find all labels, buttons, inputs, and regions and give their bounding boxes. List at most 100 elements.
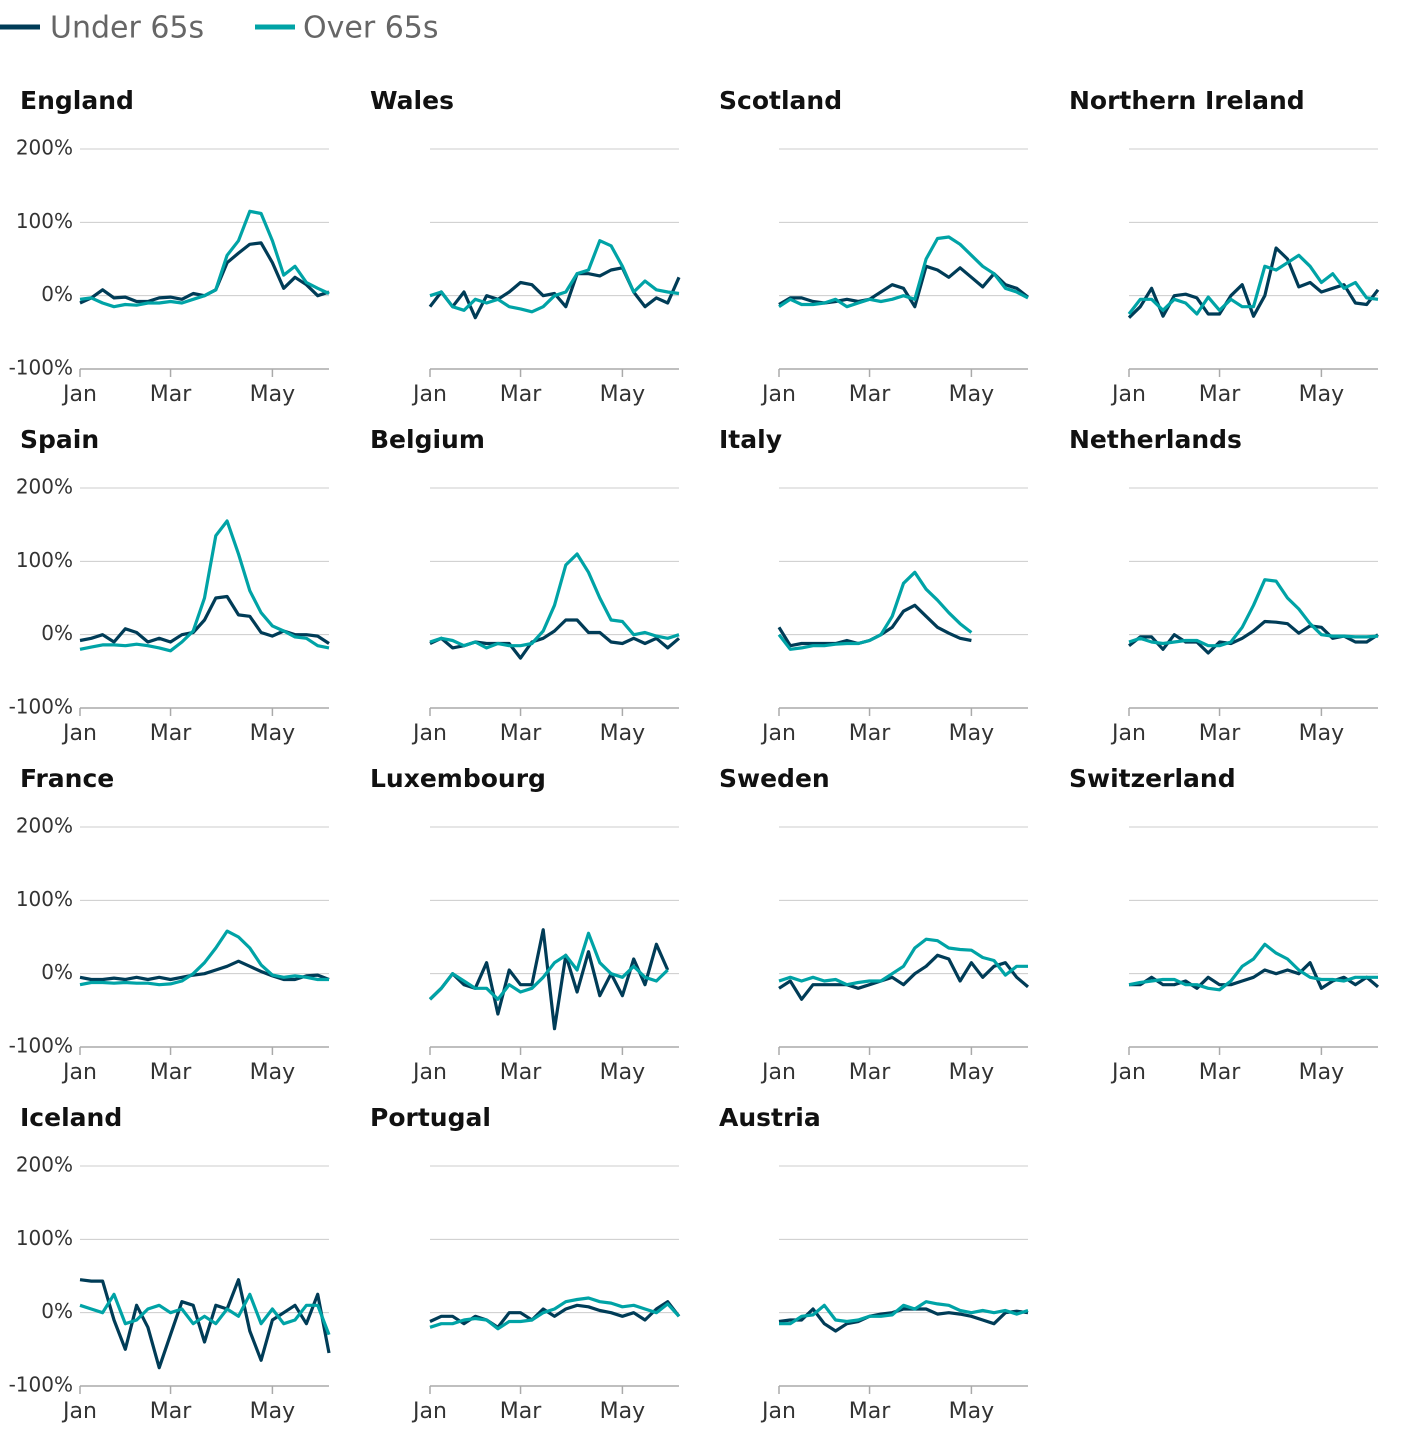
x-tick-label: Jan <box>1110 1060 1146 1085</box>
panel-title: Sweden <box>719 764 830 793</box>
panel-title: France <box>20 764 114 793</box>
x-tick-label: Mar <box>849 1399 891 1424</box>
series-line <box>1128 578 1379 648</box>
x-tick-label: Mar <box>150 1399 192 1424</box>
x-tick-label: May <box>600 721 645 746</box>
series-line <box>777 603 972 648</box>
x-tick-label: Mar <box>500 382 542 407</box>
y-tick-label: -100% <box>9 1373 73 1397</box>
series-line <box>1127 253 1379 316</box>
x-tick-label: Mar <box>849 721 891 746</box>
x-tick-label: May <box>949 382 994 407</box>
x-tick-label: Mar <box>150 382 192 407</box>
x-tick-label: Jan <box>61 382 97 407</box>
series-line <box>428 931 669 1001</box>
x-tick-label: Jan <box>411 382 447 407</box>
x-tick-label: Jan <box>411 1399 447 1424</box>
y-tick-label: 100% <box>16 548 73 572</box>
series-line <box>429 1296 681 1331</box>
y-tick-label: 0% <box>41 621 73 645</box>
series-line <box>429 1300 681 1329</box>
series-line <box>429 618 681 660</box>
series-line <box>1128 942 1378 992</box>
series-line <box>79 209 330 309</box>
x-tick-label: Jan <box>1110 721 1146 746</box>
panel-title: Wales <box>370 86 454 115</box>
x-tick-label: Jan <box>760 382 796 407</box>
y-tick-label: 100% <box>16 1226 73 1250</box>
series-line <box>778 235 1029 309</box>
panel-title: England <box>20 86 134 115</box>
x-tick-label: May <box>600 1060 645 1085</box>
x-tick-label: May <box>250 382 295 407</box>
x-tick-label: May <box>250 1399 295 1424</box>
x-tick-label: Mar <box>500 1399 542 1424</box>
x-tick-label: Jan <box>411 1060 447 1085</box>
panel-title: Northern Ireland <box>1069 86 1305 115</box>
series-line <box>79 1278 331 1370</box>
panel-title: Italy <box>719 425 782 454</box>
x-tick-label: May <box>949 721 994 746</box>
panel-title: Belgium <box>370 425 485 454</box>
series-line <box>429 239 680 314</box>
x-tick-label: May <box>949 1060 994 1085</box>
x-tick-label: Jan <box>760 721 796 746</box>
x-tick-label: Jan <box>411 721 447 746</box>
x-tick-label: May <box>600 1399 645 1424</box>
x-tick-label: Jan <box>61 721 97 746</box>
x-tick-label: May <box>1299 1060 1344 1085</box>
series-line <box>428 266 681 320</box>
y-tick-label: 200% <box>16 136 73 160</box>
x-tick-label: Mar <box>150 1060 192 1085</box>
panel-title: Austria <box>719 1103 821 1132</box>
y-tick-label: -100% <box>9 695 73 719</box>
y-tick-label: 100% <box>16 887 73 911</box>
x-tick-label: May <box>1299 721 1344 746</box>
y-tick-label: 200% <box>16 475 73 499</box>
series-line <box>778 1307 1029 1333</box>
x-tick-label: Jan <box>760 1399 796 1424</box>
legend-label: Under 65s <box>50 11 204 46</box>
x-tick-label: Jan <box>1110 382 1146 407</box>
series-line <box>429 552 680 650</box>
panel-title: Spain <box>20 425 99 454</box>
y-tick-label: 0% <box>41 960 73 984</box>
series-line <box>428 928 670 1031</box>
x-tick-label: May <box>600 382 645 407</box>
panel-title: Scotland <box>719 86 842 115</box>
x-tick-label: Mar <box>500 1060 542 1085</box>
panel-title: Portugal <box>370 1103 491 1132</box>
series-line <box>79 519 330 653</box>
y-tick-label: 0% <box>41 282 73 306</box>
series-line <box>79 1292 331 1336</box>
series-line <box>779 1300 1029 1326</box>
x-tick-label: Mar <box>1199 1060 1241 1085</box>
series-line <box>778 953 1030 1001</box>
x-tick-label: May <box>1299 382 1344 407</box>
x-tick-label: Jan <box>760 1060 796 1085</box>
x-tick-label: Jan <box>61 1060 97 1085</box>
panel-title: Luxembourg <box>370 764 546 793</box>
series-line <box>79 959 330 982</box>
panel-title: Iceland <box>20 1103 122 1132</box>
y-tick-label: 0% <box>41 1299 73 1323</box>
x-tick-label: May <box>250 721 295 746</box>
y-tick-label: 200% <box>16 1153 73 1177</box>
x-tick-label: Mar <box>849 382 891 407</box>
x-tick-label: Jan <box>61 1399 97 1424</box>
series-line <box>778 937 1028 987</box>
series-line <box>1129 961 1380 990</box>
panel-title: Switzerland <box>1069 764 1236 793</box>
y-tick-label: 100% <box>16 209 73 233</box>
x-tick-label: Mar <box>1199 721 1241 746</box>
x-tick-label: Mar <box>150 721 192 746</box>
x-tick-label: Mar <box>849 1060 891 1085</box>
x-tick-label: May <box>949 1399 994 1424</box>
series-line <box>79 929 329 987</box>
legend-label: Over 65s <box>303 11 439 46</box>
y-tick-label: -100% <box>9 1034 73 1058</box>
y-tick-label: 200% <box>16 814 73 838</box>
panel-title: Netherlands <box>1069 425 1242 454</box>
series-line <box>777 570 973 651</box>
